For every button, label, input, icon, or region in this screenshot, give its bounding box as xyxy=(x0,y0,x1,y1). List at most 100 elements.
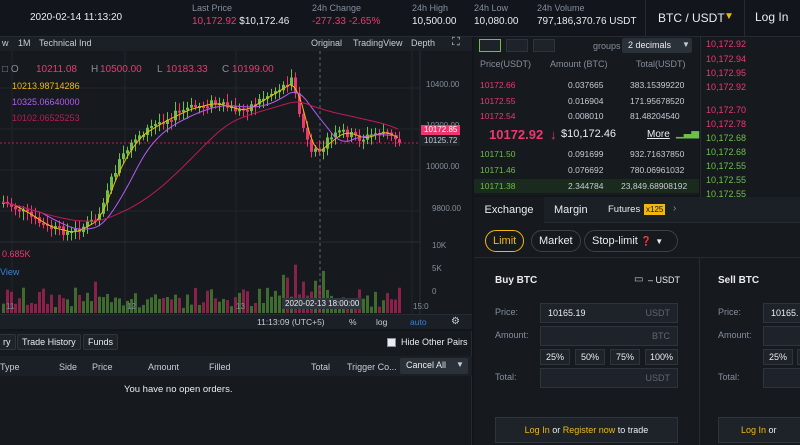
volume-label: 24h Volume xyxy=(537,3,585,13)
book-view-both-icon[interactable] xyxy=(479,39,501,52)
register-link[interactable]: Register now xyxy=(562,425,616,435)
auto-toggle[interactable]: auto xyxy=(410,317,427,327)
technical-indicators-button[interactable]: Technical Ind xyxy=(39,38,92,48)
percent-toggle[interactable]: % xyxy=(349,317,357,327)
buy-amount-input[interactable]: BTC xyxy=(540,326,678,346)
tab-futures[interactable]: Futures xyxy=(608,204,641,215)
sell-pct-25[interactable]: 25% xyxy=(763,349,793,365)
last-price-cell: Last Price 10,172.92 $10,172.46 xyxy=(192,3,289,27)
tab-funds[interactable]: Funds xyxy=(83,334,119,350)
hide-other-pairs-label: Hide Other Pairs xyxy=(401,337,468,347)
book-view-asks-icon[interactable] xyxy=(533,39,555,52)
ask-row[interactable]: 10172.66 0.037665 383.15399220 xyxy=(480,80,685,90)
volume-bar xyxy=(86,292,89,313)
volume-bar xyxy=(254,302,257,313)
tab-trade-history[interactable]: Trade History xyxy=(17,334,81,350)
bid-row[interactable]: 10171.38 2.344784 23,849.68908192 xyxy=(474,179,699,193)
pair-selector[interactable]: BTC / USDT ▼ xyxy=(645,0,745,37)
or-text: or xyxy=(768,425,777,435)
volume-tick: 0 xyxy=(432,287,437,296)
sell-amount-input[interactable] xyxy=(763,326,800,346)
tab-order-history[interactable]: ry xyxy=(0,334,16,350)
ma-price-tag: 10125.72 xyxy=(421,136,461,146)
trade-price: 10,172.70 xyxy=(706,105,747,115)
volume-bar xyxy=(322,270,325,313)
ask-row[interactable]: 10172.55 0.016904 171.95678520 xyxy=(480,96,685,106)
volume-bar xyxy=(114,297,117,313)
candlestick-chart[interactable] xyxy=(0,51,472,329)
buy-pct-75[interactable]: 75% xyxy=(610,349,640,365)
buy-pct-50[interactable]: 50% xyxy=(575,349,605,365)
candle xyxy=(354,132,357,136)
ohlc-low: 10183.33 xyxy=(166,64,208,75)
log-toggle[interactable]: log xyxy=(376,317,388,327)
arrow-down-icon: ↓ xyxy=(550,127,557,142)
volume-value: 0.685K xyxy=(2,249,31,259)
mode-market[interactable]: Market xyxy=(531,230,581,252)
chevron-right-icon[interactable]: › xyxy=(673,203,677,214)
interval-month[interactable]: 1M xyxy=(18,38,31,48)
volume-bar xyxy=(162,298,165,313)
ohlc-o: □ O xyxy=(2,64,19,75)
buy-login-button[interactable]: Log In or Register now to trade xyxy=(495,417,678,443)
login-button[interactable]: Log In xyxy=(755,10,789,24)
tab-original[interactable]: Original xyxy=(311,38,343,48)
settings-gear-icon[interactable]: ⚙ xyxy=(451,316,460,327)
candle xyxy=(174,110,177,121)
cancel-all-label: Cancel All xyxy=(406,360,447,370)
sell-pct-50[interactable] xyxy=(797,349,800,365)
candle xyxy=(50,225,53,230)
signal-bars-icon: ▁▃▅ xyxy=(676,128,700,139)
trade-price: 10,172.68 xyxy=(706,133,747,143)
ask-row[interactable]: 10172.54 0.008010 81.48204540 xyxy=(480,111,680,121)
divider xyxy=(474,257,800,258)
sell-price-input[interactable]: 10165. xyxy=(763,303,800,323)
volume-bar xyxy=(222,298,225,313)
tab-exchange[interactable]: Exchange xyxy=(474,197,544,223)
mode-limit[interactable]: Limit xyxy=(485,230,525,252)
buy-pct-100[interactable]: 100% xyxy=(645,349,678,365)
fullscreen-icon[interactable]: ⛶ xyxy=(452,36,460,48)
last-price-tag: 10172.85 xyxy=(421,125,461,135)
login-link[interactable]: Log In xyxy=(741,425,767,435)
buy-total-input[interactable]: USDT xyxy=(540,368,678,388)
ma2-value: 10325.06640000 xyxy=(12,97,80,107)
sell-total-label: Total: xyxy=(718,372,740,382)
ma3-value: 10102.06525253 xyxy=(12,113,80,123)
hide-other-pairs-checkbox[interactable] xyxy=(387,338,396,347)
candle xyxy=(102,202,105,214)
tab-margin[interactable]: Margin xyxy=(554,204,588,216)
volume-bar xyxy=(166,297,169,313)
volume-bar xyxy=(198,304,201,313)
candle xyxy=(294,77,297,94)
chart-timezone[interactable]: 11:13:09 (UTC+5) xyxy=(257,317,325,327)
bid-row[interactable]: 10171.46 0.076692 780.06961032 xyxy=(480,165,685,175)
candle xyxy=(138,135,141,140)
candle xyxy=(154,123,157,126)
volume-bar xyxy=(230,306,233,313)
groups-select[interactable]: 2 decimals ▼ xyxy=(622,38,692,53)
interval-week[interactable]: w xyxy=(2,38,9,48)
candle xyxy=(166,119,169,124)
volume-bar xyxy=(110,302,113,313)
bid-row[interactable]: 10171.50 0.091699 932.71637850 xyxy=(480,149,685,159)
more-link[interactable]: More xyxy=(647,129,670,140)
col-total: Total xyxy=(311,362,331,372)
sell-total-input[interactable] xyxy=(763,368,800,388)
col-price: Price xyxy=(92,362,113,372)
buy-price-input[interactable]: 10165.19 USDT xyxy=(540,303,678,323)
sell-login-button[interactable]: Log In or xyxy=(718,417,800,443)
login-link[interactable]: Log In xyxy=(524,425,550,435)
mode-stop-limit[interactable]: Stop-limit ❓ ▼ xyxy=(584,230,678,252)
time-tick: 15:0 xyxy=(413,302,429,311)
volume-bar xyxy=(382,300,385,313)
book-view-bids-icon[interactable] xyxy=(506,39,528,52)
tab-tradingview[interactable]: TradingView xyxy=(353,38,403,48)
candle xyxy=(74,228,77,232)
change-value: -277.33 xyxy=(312,16,346,27)
buy-pct-25[interactable]: 25% xyxy=(540,349,570,365)
tab-depth[interactable]: Depth xyxy=(411,38,436,48)
cancel-all-button[interactable]: Cancel All ▼ xyxy=(400,358,468,374)
candle xyxy=(110,176,113,191)
change-pct: -2.65% xyxy=(348,16,381,27)
